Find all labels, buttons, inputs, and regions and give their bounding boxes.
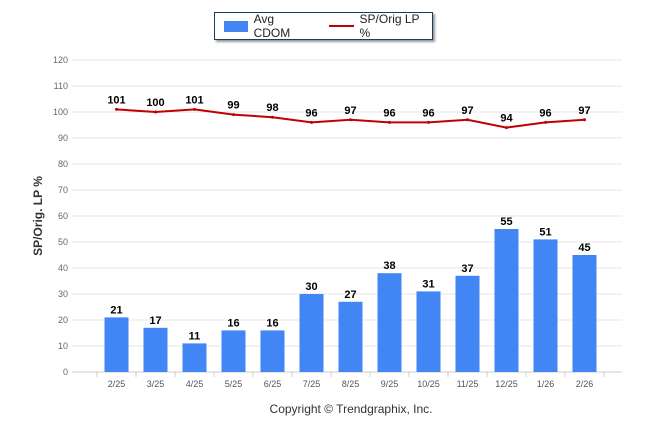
line-data-label: 94: [500, 113, 513, 125]
bar-data-label: 17: [149, 315, 161, 327]
y-tick-label: 80: [58, 159, 68, 169]
bar-data-label: 16: [227, 317, 239, 329]
x-tick-label: 7/25: [303, 379, 321, 389]
line-data-label: 97: [578, 105, 590, 117]
line-point: [466, 118, 469, 122]
bar: [104, 317, 129, 372]
line-data-label: 96: [305, 107, 317, 119]
bar-data-label: 30: [305, 281, 317, 293]
x-tick-label: 2/26: [576, 379, 594, 389]
x-tick-label: 10/25: [417, 379, 440, 389]
bar-data-label: 37: [461, 263, 473, 275]
bar-data-label: 27: [344, 289, 356, 301]
line-point: [427, 120, 430, 124]
line-point: [388, 120, 391, 124]
x-tick-label: 6/25: [264, 379, 282, 389]
bar: [182, 343, 207, 372]
x-tick-label: 4/25: [186, 379, 204, 389]
y-tick-label: 70: [58, 185, 68, 195]
legend-line-swatch: [328, 25, 354, 27]
y-tick-label: 20: [58, 315, 68, 325]
y-tick-label: 60: [58, 211, 68, 221]
bar-data-label: 55: [500, 216, 512, 228]
x-tick-label: 5/25: [225, 379, 243, 389]
y-tick-label: 100: [53, 107, 68, 117]
line-data-label: 99: [227, 100, 239, 112]
line-data-label: 96: [422, 107, 434, 119]
line-data-label: 97: [461, 105, 473, 117]
x-tick-label: 12/25: [495, 379, 518, 389]
x-tick-label: 1/26: [537, 379, 555, 389]
line-data-label: 100: [146, 97, 164, 109]
bar: [533, 239, 558, 372]
line-point: [310, 120, 313, 124]
bar-data-label: 31: [422, 278, 434, 290]
y-tick-label: 120: [53, 55, 68, 65]
bar: [338, 301, 363, 372]
line-point: [505, 126, 508, 130]
line-data-label: 101: [185, 94, 203, 106]
bar-data-label: 38: [383, 260, 395, 272]
line-data-label: 101: [107, 94, 125, 106]
y-axis-title: SP/Orig. LP %: [31, 176, 45, 256]
bar-data-label: 16: [266, 317, 278, 329]
line-point: [271, 115, 274, 119]
legend-bar-swatch: [224, 20, 248, 32]
bar: [416, 291, 441, 372]
legend[interactable]: Avg CDOM SP/Orig LP %: [214, 12, 433, 40]
y-tick-label: 90: [58, 133, 68, 143]
bar: [143, 327, 168, 372]
bar-data-label: 45: [578, 242, 590, 254]
bar: [572, 255, 597, 372]
bar: [260, 330, 285, 372]
line-data-label: 96: [539, 107, 551, 119]
x-tick-label: 8/25: [342, 379, 360, 389]
bar-data-label: 21: [110, 304, 122, 316]
y-tick-label: 30: [58, 289, 68, 299]
line-point: [115, 107, 118, 111]
y-tick-label: 40: [58, 263, 68, 273]
line-data-label: 97: [344, 105, 356, 117]
line-data-label: 98: [266, 102, 278, 114]
y-tick-label: 0: [63, 367, 68, 377]
bar: [377, 273, 402, 372]
x-tick-label: 2/25: [108, 379, 126, 389]
bar-data-label: 51: [539, 226, 551, 238]
bar: [455, 275, 480, 372]
line-data-label: 96: [383, 107, 395, 119]
bar: [221, 330, 246, 372]
line-point: [349, 118, 352, 122]
copyright: Copyright © Trendgraphix, Inc.: [269, 402, 433, 416]
legend-bar-label: Avg CDOM: [253, 12, 291, 40]
y-tick-label: 10: [58, 341, 68, 351]
line-point: [544, 120, 547, 124]
y-tick-label: 110: [54, 81, 68, 91]
line-point: [193, 107, 196, 111]
x-tick-label: 9/25: [381, 379, 399, 389]
line-point: [583, 118, 586, 122]
line-point: [154, 110, 157, 114]
bar-data-label: 11: [189, 330, 201, 342]
x-tick-label: 3/25: [147, 379, 165, 389]
bar: [494, 229, 519, 372]
legend-line-label: SP/Orig LP %: [359, 12, 420, 40]
line-point: [232, 113, 235, 117]
x-tick-label: 11/25: [457, 379, 479, 389]
bar: [299, 294, 324, 372]
y-tick-label: 50: [58, 237, 68, 247]
